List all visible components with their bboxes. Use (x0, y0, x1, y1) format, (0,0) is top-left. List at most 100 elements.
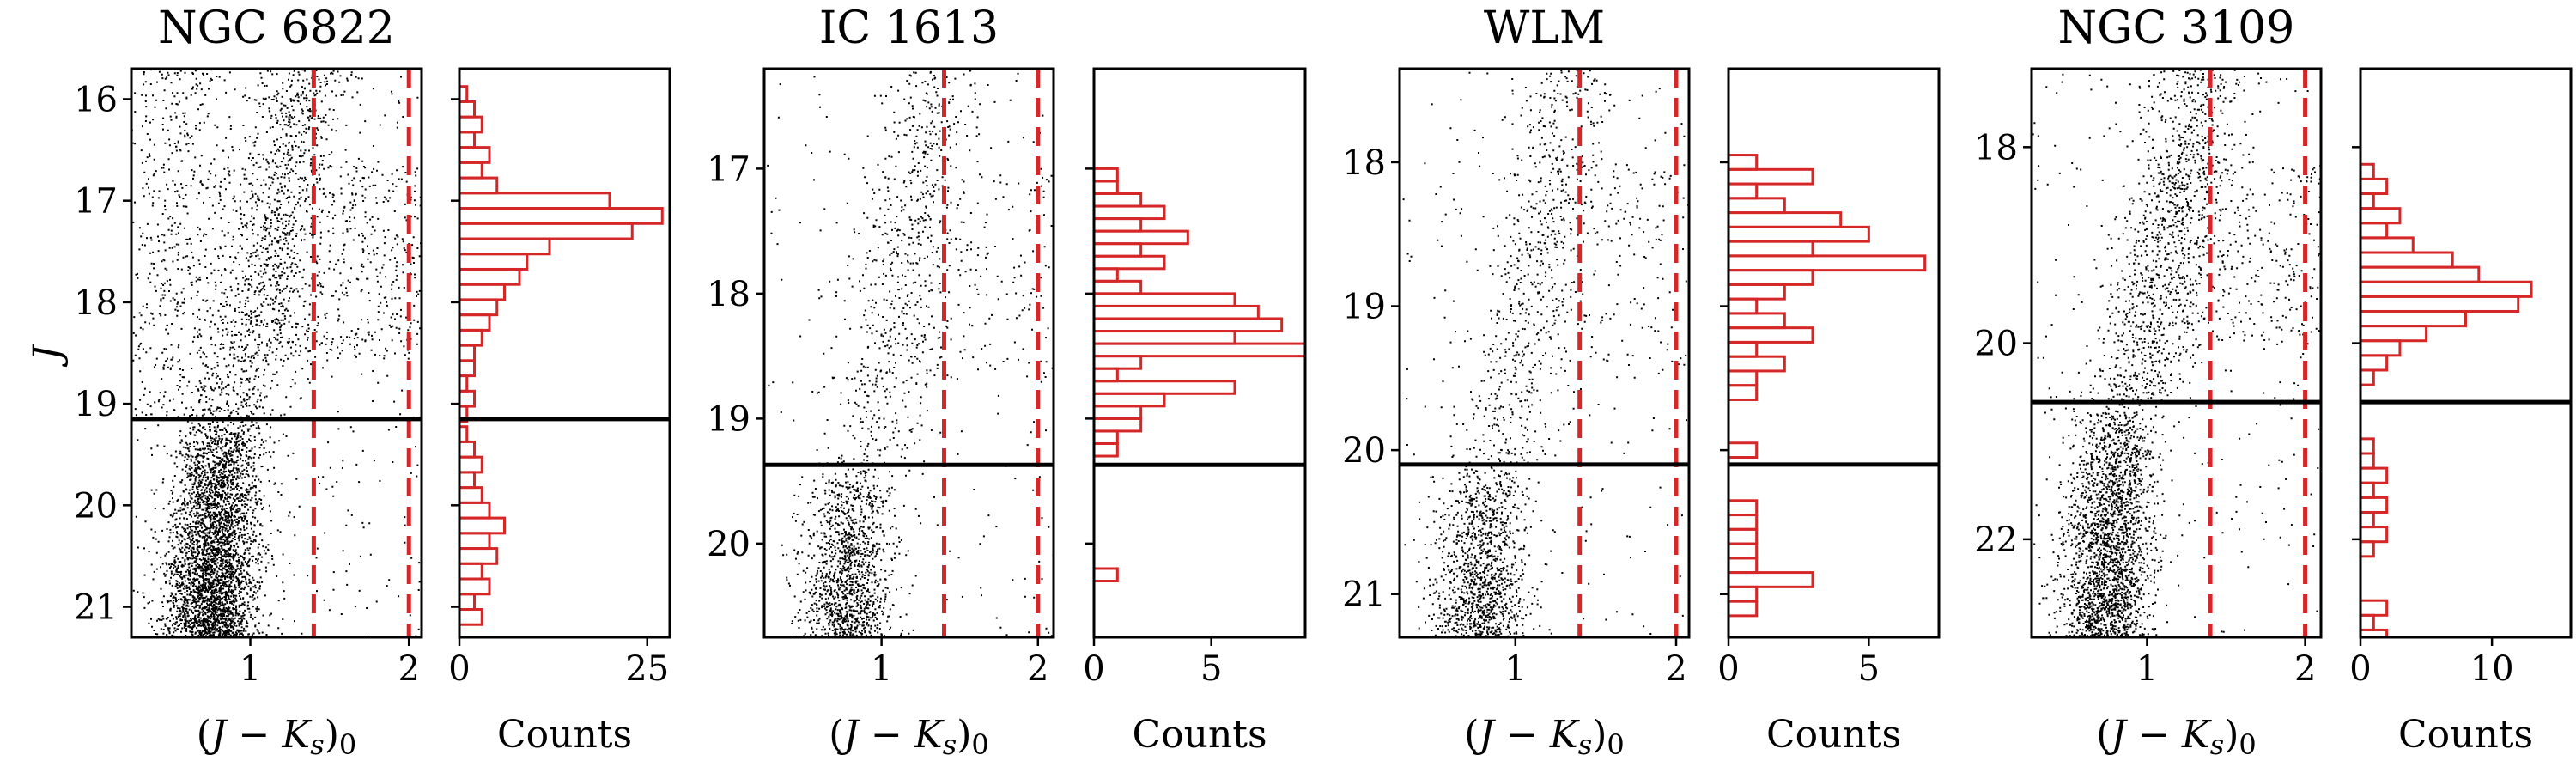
hist-x-tick-label: 0 (1083, 649, 1104, 689)
histogram-bar (1727, 557, 1759, 575)
y-tick-label: 19 (74, 385, 118, 424)
histogram-bar (1092, 167, 1119, 183)
panel-title: WLM (1484, 3, 1605, 54)
histogram-bar (1092, 229, 1189, 246)
histogram-bar (1092, 242, 1143, 258)
histogram-bar (458, 207, 664, 225)
histogram-bar (1092, 192, 1143, 208)
histogram-bar (1727, 441, 1759, 460)
histogram-bar (458, 344, 476, 362)
histogram-bar (1727, 240, 1814, 258)
histogram-bar (2359, 192, 2375, 210)
x-tick-label: 1 (1504, 649, 1526, 689)
y-tick-label: 18 (707, 275, 750, 314)
histogram-bar (458, 267, 521, 286)
x-tick-label: 1 (240, 649, 261, 689)
histogram-bar (1092, 180, 1119, 195)
x-axis-label: (J − Ks)0 (197, 713, 356, 761)
histogram-bar (458, 562, 483, 581)
histogram-bar (1092, 417, 1143, 433)
histogram-bar (458, 283, 506, 301)
histogram-bar (458, 176, 499, 195)
histogram-bar (458, 115, 483, 134)
y-tick-label: 20 (1342, 431, 1386, 471)
histogram-bar (458, 440, 476, 459)
hist-x-tick-label: 0 (1717, 649, 1739, 689)
scatter-points (131, 69, 422, 637)
y-tick-label: 19 (707, 399, 750, 439)
histogram-bar (1092, 380, 1236, 395)
histogram-bar (1092, 342, 1307, 358)
histogram-bar (458, 100, 476, 119)
histogram-bar (458, 146, 491, 164)
histogram-bar (1727, 514, 1759, 531)
histogram-bar (2359, 177, 2389, 196)
histogram-bar (1727, 269, 1814, 286)
histogram-bar (1727, 355, 1786, 373)
histogram-bar (1727, 197, 1786, 215)
panel-title: NGC 3109 (2058, 3, 2295, 54)
y-tick-label: 20 (74, 486, 118, 526)
histogram-bar (458, 222, 634, 240)
histogram-bar (458, 593, 476, 611)
histogram-bar (1727, 254, 1927, 272)
histogram-bar (2359, 354, 2389, 372)
cmd-axes-frame (762, 67, 1055, 639)
histogram-bar (1727, 369, 1759, 387)
histogram-bar (1092, 392, 1166, 408)
histogram-bar (2359, 236, 2415, 254)
histogram-bar (458, 532, 491, 551)
histogram-bar (1092, 267, 1119, 283)
histogram-bar (1092, 367, 1119, 383)
scatter-points (767, 69, 1054, 637)
histogram-bar (2359, 437, 2375, 455)
histogram-bar (2359, 280, 2533, 298)
histogram-bar (1727, 340, 1759, 358)
histogram-bar (458, 253, 529, 271)
panel-1: 1 2 16 17 18 19 20 21 NGC 6822 (J − Ks)0 0 25 Counts (74, 3, 671, 761)
histogram-bar (458, 516, 506, 535)
histogram-bar (2359, 466, 2389, 484)
histogram-bar (1092, 441, 1119, 458)
histogram-bar (2359, 368, 2375, 386)
histogram-bar (1727, 527, 1759, 545)
histogram-bar (2359, 265, 2481, 283)
histogram-bar (2359, 496, 2389, 514)
histogram-bar (2359, 162, 2375, 180)
histogram-bar (2359, 613, 2375, 631)
histogram (1727, 154, 1927, 618)
histogram-bar (458, 131, 476, 149)
histogram-bar (2359, 452, 2375, 470)
y-axis-label: J (26, 344, 70, 368)
panel-title: IC 1613 (819, 3, 999, 54)
x-tick-label: 1 (2136, 649, 2158, 689)
histogram-bar (1727, 571, 1814, 588)
y-tick-label: 17 (707, 149, 750, 189)
hist-x-tick-label: 0 (2349, 649, 2371, 689)
histogram-bar (1092, 279, 1143, 295)
hist-x-axis-label: Counts (2398, 713, 2533, 757)
histogram-bar (1727, 297, 1759, 315)
histogram-bar (458, 486, 483, 504)
histogram-bar (1092, 567, 1119, 583)
histogram-bar (2359, 325, 2428, 343)
y-tick-label: 18 (1342, 143, 1386, 183)
histogram-bar (2359, 295, 2520, 313)
x-axis-label: (J − Ks)0 (829, 713, 988, 761)
histogram-bar (458, 471, 476, 490)
panel-2: 1 2 17 18 19 20 IC 1613 (J − Ks)0 0 5 Counts (707, 3, 1307, 761)
x-tick-label: 1 (871, 649, 892, 689)
panel-3: 1 2 18 19 20 21 WLM (J − Ks)0 0 5 Counts (1342, 3, 1941, 761)
histogram-bar (458, 607, 483, 626)
hist-x-axis-label: Counts (497, 713, 632, 757)
hist-axes-frame (458, 67, 671, 639)
histogram-bar (1727, 600, 1759, 618)
scatter-points (1402, 70, 1689, 637)
histogram-bar (2359, 599, 2389, 617)
y-tick-label: 22 (1974, 520, 2018, 560)
histogram-bar (1092, 317, 1284, 333)
histogram-bar (458, 298, 499, 317)
histogram-bar (1727, 283, 1786, 301)
histogram-bar (1092, 355, 1143, 370)
histogram-bar (458, 328, 483, 347)
